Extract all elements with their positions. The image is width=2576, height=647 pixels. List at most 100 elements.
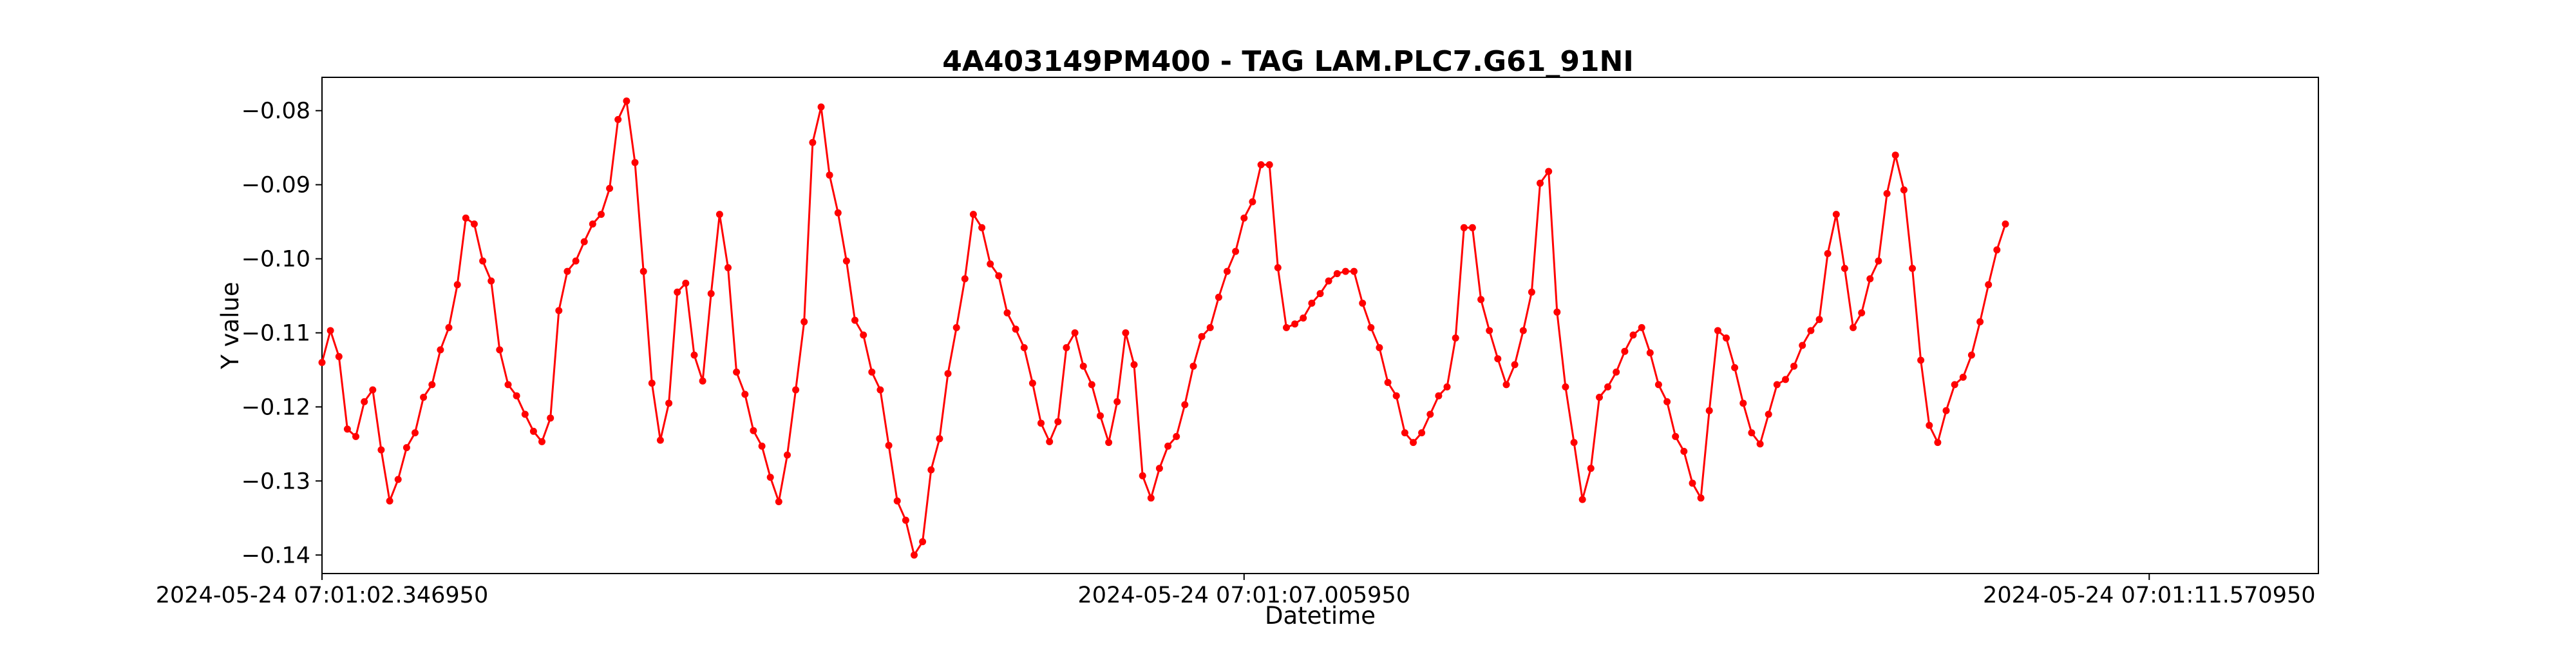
x-tick-label: 2024-05-24 07:01:02.346950: [156, 583, 488, 608]
data-point: [394, 476, 402, 483]
data-point: [733, 368, 741, 376]
data-point: [893, 497, 901, 505]
data-point: [919, 538, 927, 546]
data-point: [1604, 383, 1612, 391]
data-point: [1139, 472, 1146, 479]
data-point: [944, 370, 952, 378]
data-point: [521, 410, 529, 418]
data-point: [1672, 432, 1680, 440]
data-point: [1629, 331, 1637, 339]
data-point: [606, 184, 614, 192]
data-point: [1519, 327, 1527, 334]
data-point: [1596, 394, 1603, 401]
data-point: [851, 316, 858, 324]
data-point: [1883, 189, 1891, 197]
data-point: [1942, 407, 1950, 414]
data-point: [936, 435, 943, 443]
data-point: [1130, 361, 1138, 369]
data-point: [1232, 247, 1240, 255]
data-point: [555, 307, 563, 314]
data-point: [598, 211, 605, 218]
data-point: [1782, 376, 1789, 383]
data-point: [1502, 381, 1510, 389]
data-point: [1799, 342, 1806, 349]
data-point: [1122, 329, 1130, 336]
data-point: [1926, 421, 1933, 429]
y-axis-label: Y value: [216, 282, 244, 369]
data-point: [1697, 494, 1705, 502]
data-point: [437, 346, 444, 354]
data-point: [868, 368, 876, 376]
data-point: [1147, 494, 1155, 502]
data-point: [987, 260, 994, 268]
data-point: [377, 446, 385, 454]
data-point: [927, 466, 935, 474]
x-tick-label: 2024-05-24 07:01:11.570950: [1983, 583, 2315, 608]
y-tick-label: −0.11: [242, 320, 310, 346]
data-point: [1815, 316, 1823, 324]
data-point: [1790, 362, 1798, 370]
data-point: [1486, 327, 1493, 334]
data-point: [750, 427, 757, 434]
data-point: [513, 392, 520, 400]
data-point: [1841, 265, 1848, 272]
data-point: [1951, 381, 1958, 389]
data-point: [1376, 344, 1383, 351]
data-point: [648, 380, 656, 387]
data-point: [1748, 429, 1756, 437]
data-point: [428, 381, 436, 389]
data-point: [1773, 381, 1781, 389]
series-0: [318, 97, 2009, 559]
data-point: [1739, 400, 1747, 407]
data-point: [724, 264, 732, 271]
data-point: [969, 211, 977, 218]
data-point: [1384, 379, 1392, 386]
data-point: [1528, 288, 1535, 296]
data-point: [674, 288, 681, 296]
data-point: [1249, 198, 1256, 206]
data-point: [1155, 465, 1163, 472]
data-point: [842, 257, 850, 265]
data-point: [1283, 324, 1290, 331]
data-point: [1206, 324, 1214, 331]
data-point: [809, 139, 817, 146]
y-axis: −0.14 −0.13 −0.12 −0.11 −0.10 −0.09 −0.08: [242, 99, 322, 568]
data-point: [1917, 356, 1925, 364]
data-point: [656, 436, 664, 444]
data-point: [1113, 398, 1121, 405]
data-point: [1265, 161, 1273, 169]
data-point: [1850, 324, 1857, 331]
data-point: [834, 209, 842, 217]
data-point: [1274, 264, 1282, 271]
data-point: [792, 386, 800, 394]
series-layer: [318, 97, 2009, 559]
data-point: [1452, 334, 1459, 342]
data-point: [1638, 324, 1645, 331]
data-point: [1020, 344, 1028, 351]
data-point: [1646, 349, 1654, 356]
data-point: [1333, 270, 1341, 278]
data-point: [902, 516, 909, 524]
data-point: [1723, 334, 1730, 342]
data-point: [1807, 327, 1815, 334]
data-point: [1435, 392, 1443, 400]
data-point: [1367, 324, 1375, 331]
data-point: [1663, 398, 1671, 405]
data-point: [318, 359, 326, 366]
data-point: [1012, 325, 1019, 333]
data-point: [327, 327, 334, 334]
data-point: [1410, 439, 1417, 447]
data-point: [572, 257, 580, 265]
data-point: [1553, 308, 1561, 316]
data-point: [876, 386, 884, 394]
data-point: [1900, 186, 1908, 194]
data-point: [1392, 392, 1400, 400]
data-point: [462, 214, 469, 222]
data-point: [1731, 364, 1739, 371]
data-point: [1198, 333, 1206, 340]
data-point: [1240, 214, 1248, 222]
data-point: [1680, 447, 1688, 455]
data-point: [952, 324, 960, 331]
